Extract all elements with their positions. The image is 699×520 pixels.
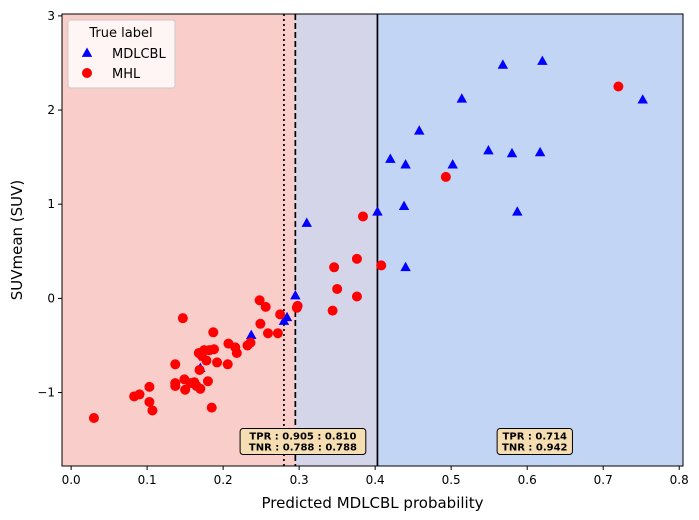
point-mhl-0 [88,412,99,423]
point-mdlcbl-15 [506,147,518,158]
point-mhl-48 [440,171,451,182]
x-tick-label: 0.0 [62,473,81,487]
annotation-background [239,428,367,456]
legend-label-mhl: MHL [112,67,141,82]
probability-regions [62,14,683,466]
point-mdlcbl-10 [414,125,425,135]
legend-marker-circle [82,68,92,78]
x-tick-label: 0.1 [138,473,157,487]
y-tick-label: −1 [37,386,55,400]
point-mdlcbl-12 [456,93,468,103]
annotation-background [496,428,573,456]
legend-box [67,19,176,89]
point-mhl-4 [144,396,155,407]
x-tick-label: 0.2 [214,473,233,487]
point-mdlcbl-18 [537,55,548,65]
point-mdlcbl-6 [385,153,396,163]
point-mhl-3 [144,381,155,392]
annotation-text: TNR : 0.788 : 0.788 [249,443,357,454]
region-2 [377,14,683,466]
point-mhl-30 [231,348,242,358]
point-mdlcbl-14 [497,59,509,69]
point-mhl-42 [329,262,340,273]
point-mhl-35 [260,301,271,312]
point-mhl-25 [209,344,220,355]
point-mdlcbl-4 [301,217,312,227]
point-mhl-46 [357,211,368,222]
point-mdlcbl-16 [512,206,523,216]
y-tick-label: 2 [47,103,55,117]
point-mhl-40 [292,300,303,311]
annotation-text: TPR : 0.714 [503,432,567,443]
point-mdlcbl-7 [400,159,411,169]
y-axis-label: SUVmean (SUV) [8,180,26,301]
annotation-text: TPR : 0.905 : 0.810 [249,432,356,443]
data-points [88,55,648,423]
point-mhl-8 [170,380,181,391]
point-mhl-41 [327,305,338,316]
point-mhl-49 [613,81,624,92]
point-mhl-26 [212,357,223,368]
x-tick-label: 0.4 [366,473,385,487]
point-mdlcbl-11 [447,159,458,169]
point-mdlcbl-2 [281,311,293,322]
y-tick-label: 1 [47,197,55,211]
x-tick-label: 0.7 [594,473,613,487]
point-mhl-6 [170,359,181,370]
legend-title: True label [88,26,152,41]
point-mhl-32 [245,337,256,348]
point-mhl-24 [208,327,219,338]
legend-marker-triangle [81,47,93,57]
point-mhl-33 [254,295,265,306]
x-tick-label: 0.5 [442,473,461,487]
y-tick-label: 0 [47,291,55,305]
y-tick-label: 3 [47,9,55,23]
legend-label-mdlcbl: MDLCBL [112,47,166,62]
point-mhl-47 [376,260,387,271]
point-mhl-16 [194,364,205,375]
point-mhl-38 [275,309,286,320]
point-mdlcbl-9 [400,261,411,272]
point-mdlcbl-5 [372,206,383,216]
point-mhl-36 [262,328,273,339]
point-mdlcbl-19 [637,94,648,104]
point-mdlcbl-8 [398,200,410,210]
point-mdlcbl-13 [483,145,494,155]
point-mhl-20 [201,355,212,366]
point-mhl-27 [222,359,233,370]
point-mhl-21 [202,376,213,387]
point-mdlcbl-0 [246,329,257,339]
axis-ticks: 0.0 0.1 0.2 0.3 0.4 0.5 0.6 0.7 0.8 −1 0 1 2 3 [37,9,688,487]
region-1 [295,14,378,466]
legend: True label MDLCBL MHL [67,19,176,89]
x-tick-label: 0.3 [290,473,309,487]
point-mdlcbl-3 [290,290,301,300]
region-0 [62,14,296,466]
point-mhl-45 [351,291,362,302]
point-mhl-5 [147,405,158,416]
annotation-text: TNR : 0.942 [502,443,568,454]
threshold-lines [283,14,379,466]
plot-frame [61,13,684,467]
point-mhl-37 [272,328,283,339]
point-mhl-43 [332,283,343,294]
x-axis-label: Predicted MDLCBL probability [262,494,484,512]
point-mhl-9 [177,313,188,324]
x-tick-label: 0.6 [518,473,537,487]
point-mdlcbl-17 [534,146,546,157]
point-mhl-2 [134,389,145,400]
point-mhl-34 [255,318,266,329]
point-mhl-17 [195,383,206,394]
x-tick-label: 0.8 [670,473,689,487]
point-mhl-44 [351,253,362,264]
point-mhl-23 [206,402,217,413]
